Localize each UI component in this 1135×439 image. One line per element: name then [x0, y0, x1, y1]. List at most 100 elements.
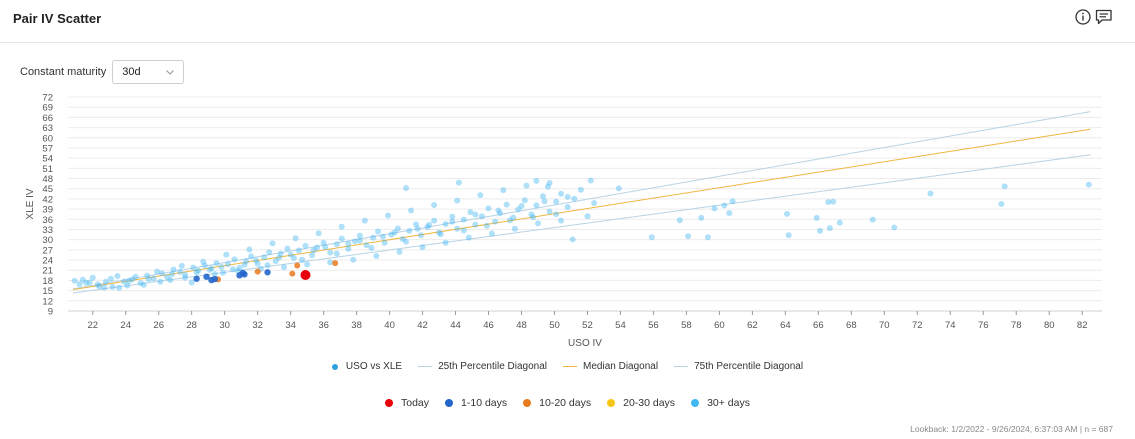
point-30-plus-days — [685, 233, 692, 240]
point-30-plus-days — [361, 217, 368, 224]
point-30-plus-days — [345, 245, 352, 252]
point-30-plus-days — [488, 230, 495, 237]
point-30-plus-days — [388, 231, 395, 238]
legend-label: 1-10 days — [461, 397, 508, 409]
point-30-plus-days — [277, 250, 284, 257]
legend-item-75th-percentile[interactable]: 75th Percentile Diagonal — [674, 361, 803, 372]
point-1-10-days — [211, 275, 218, 283]
y-axis-ticks: 9121518212427303336394245485154576063666… — [42, 93, 53, 318]
legend-item-30-plus-days[interactable]: 30+ days — [691, 397, 750, 409]
age-legend: Today 1-10 days 10-20 days 20-30 days 30… — [0, 397, 1135, 409]
y-tick-label: 12 — [42, 296, 53, 307]
point-30-plus-days — [224, 261, 231, 268]
legend-item-25th-percentile[interactable]: 25th Percentile Diagonal — [418, 361, 547, 372]
point-30-plus-days — [485, 205, 492, 212]
legend-item-20-30-days[interactable]: 20-30 days — [607, 397, 675, 409]
point-30-plus-days — [869, 216, 876, 223]
legend-item-median[interactable]: Median Diagonal — [563, 361, 658, 372]
point-30-plus-days — [558, 190, 565, 197]
y-tick-label: 27 — [42, 245, 53, 256]
point-30-plus-days — [584, 213, 591, 220]
y-tick-label: 60 — [42, 133, 53, 144]
constant-maturity-select[interactable]: 30d — [112, 60, 185, 84]
point-30-plus-days — [553, 211, 560, 218]
point-30-plus-days — [157, 278, 164, 285]
point-30-plus-days — [114, 273, 121, 280]
point-30-plus-days — [193, 269, 200, 276]
point-30-plus-days — [144, 272, 151, 279]
point-10-20-days — [332, 260, 339, 267]
point-30-plus-days — [333, 250, 340, 257]
x-tick-label: 68 — [846, 320, 857, 331]
y-tick-label: 66 — [42, 113, 53, 124]
point-30-plus-days — [391, 229, 398, 236]
point-30-plus-days — [564, 193, 571, 200]
point-30-plus-days — [178, 262, 185, 269]
point-30-plus-days — [406, 227, 413, 234]
y-tick-label: 18 — [42, 276, 53, 287]
y-tick-label: 72 — [42, 93, 53, 104]
point-30-plus-days — [394, 225, 401, 232]
point-30-plus-days — [272, 258, 279, 265]
y-tick-label: 15 — [42, 286, 53, 297]
x-tick-label: 72 — [912, 320, 923, 331]
y-tick-label: 39 — [42, 205, 53, 216]
point-30-plus-days — [704, 234, 711, 241]
point-30-plus-days — [327, 249, 334, 256]
y-tick-label: 24 — [42, 256, 53, 267]
point-30-plus-days — [472, 221, 479, 228]
point-30-plus-days — [483, 222, 490, 229]
point-30-plus-days — [403, 185, 410, 192]
point-30-plus-days — [379, 233, 386, 240]
point-today — [300, 269, 311, 280]
point-10-20-days — [289, 270, 296, 277]
point-30-plus-days — [503, 201, 510, 208]
point-30-plus-days — [449, 213, 456, 220]
point-30-plus-days — [116, 284, 123, 291]
x-tick-label: 52 — [582, 320, 593, 331]
point-30-plus-days — [587, 177, 594, 184]
point-30-plus-days — [132, 273, 139, 280]
point-30-plus-days — [477, 192, 484, 199]
point-30-plus-days — [163, 274, 170, 281]
point-30-plus-days — [500, 187, 507, 194]
x-tick-label: 42 — [417, 320, 428, 331]
point-30-plus-days — [998, 201, 1005, 207]
point-30-plus-days — [615, 185, 622, 192]
x-tick-label: 54 — [615, 320, 626, 331]
point-30-plus-days — [442, 221, 449, 228]
point-30-plus-days — [261, 254, 268, 261]
point-30-plus-days — [891, 224, 898, 231]
y-tick-label: 42 — [42, 194, 53, 205]
point-30-plus-days — [417, 232, 424, 239]
legend-line — [563, 366, 578, 367]
y-tick-label: 45 — [42, 184, 53, 195]
x-tick-label: 24 — [120, 320, 131, 331]
point-30-plus-days — [546, 179, 553, 186]
point-30-plus-days — [437, 231, 444, 238]
point-30-plus-days — [521, 197, 528, 204]
y-axis-label: XLE IV — [25, 188, 36, 219]
legend-item-today[interactable]: Today — [385, 397, 429, 409]
legend-label: Median Diagonal — [583, 361, 659, 372]
median-diagonal — [72, 128, 1091, 291]
point-30-plus-days — [254, 260, 261, 267]
y-tick-label: 9 — [48, 307, 53, 318]
legend-item-1-10-days[interactable]: 1-10 days — [445, 397, 507, 409]
point-30-plus-days — [190, 264, 197, 271]
point-30-plus-days — [455, 179, 462, 186]
point-30-plus-days — [535, 220, 541, 227]
point-30-plus-days — [381, 239, 388, 246]
x-tick-label: 36 — [318, 320, 329, 331]
feedback-icon[interactable] — [1094, 8, 1114, 26]
info-icon[interactable] — [1074, 8, 1092, 26]
legend-item-uso-vs-xle[interactable]: USO vs XLE — [331, 361, 402, 372]
point-30-plus-days — [264, 262, 271, 269]
75th-percentile-diagonal — [72, 111, 1091, 290]
legend-dot — [523, 399, 532, 407]
point-30-plus-days — [510, 214, 517, 221]
point-30-plus-days — [370, 234, 377, 241]
legend-item-10-20-days[interactable]: 10-20 days — [523, 397, 591, 409]
point-30-plus-days — [399, 235, 406, 242]
y-tick-label: 63 — [42, 123, 53, 134]
